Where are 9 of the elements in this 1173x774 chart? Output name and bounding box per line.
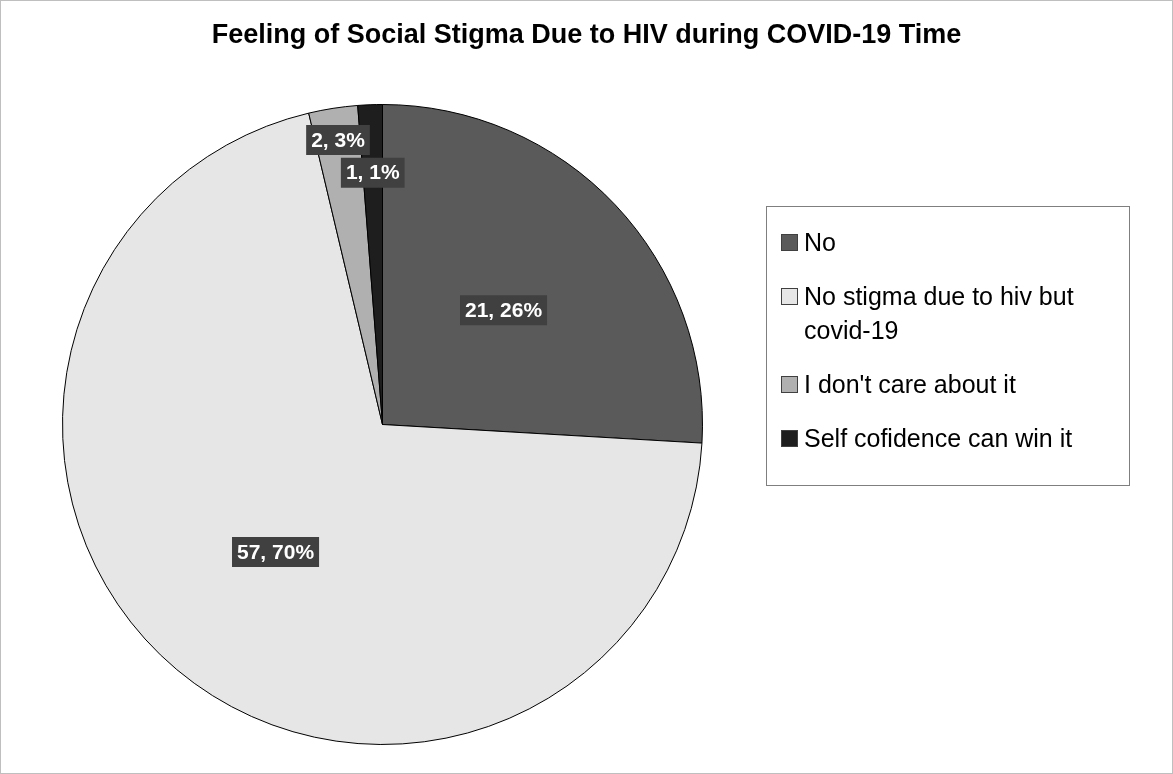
data-label: 2, 3% bbox=[311, 127, 366, 151]
data-label: 21, 26% bbox=[465, 298, 543, 322]
legend-label: No stigma due to hiv but covid-19 bbox=[804, 281, 1075, 346]
chart-title: Feeling of Social Stigma Due to HIV during COVID-19 Time bbox=[210, 19, 963, 50]
data-label: 1, 1% bbox=[345, 160, 400, 184]
legend-label: No bbox=[804, 227, 836, 258]
data-label: 57, 70% bbox=[237, 539, 315, 563]
legend-label: I don't care about it bbox=[804, 369, 1016, 400]
legend-label: Self cofidence can win it bbox=[804, 423, 1073, 454]
